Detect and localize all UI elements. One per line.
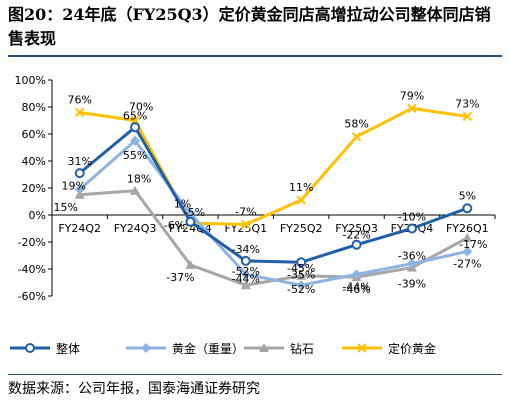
data-label: 73% — [455, 97, 479, 110]
marker-stroke — [296, 195, 306, 205]
y-tick-label: 80% — [22, 101, 46, 114]
marker-stroke — [351, 131, 362, 142]
x-tick-label: FY25Q3 — [335, 222, 378, 235]
data-label: -5% — [184, 206, 205, 219]
data-label: -10% — [398, 211, 426, 224]
data-point — [240, 280, 251, 290]
chart-title: 图20：24年底（FY25Q3）定价黄金同店高增拉动公司整体同店销售表现 — [8, 5, 491, 48]
series-line-3 — [79, 106, 468, 226]
series-line-1 — [78, 139, 468, 287]
y-tick-label: -20% — [18, 236, 46, 249]
data-label: -17% — [459, 238, 487, 251]
marker-stroke — [357, 343, 367, 353]
data-label: 55% — [123, 149, 147, 162]
data-label: -34% — [232, 243, 260, 256]
data-point — [185, 259, 196, 269]
data-label: -22% — [342, 229, 370, 242]
data-point — [185, 216, 196, 227]
data-point — [130, 185, 141, 195]
data-label: -45% — [287, 262, 315, 275]
data-point — [74, 107, 85, 118]
x-tick-label: FY25Q2 — [280, 222, 323, 235]
x-tick-label: FY24Q2 — [58, 222, 101, 235]
data-point — [406, 258, 417, 269]
data-label: -7% — [235, 205, 256, 218]
data-point — [296, 280, 307, 291]
legend-label: 黄金（重量） — [172, 341, 244, 356]
data-label: 15% — [53, 201, 77, 214]
data-label: -39% — [398, 278, 426, 291]
data-label: 5% — [459, 189, 476, 202]
footer-divider — [8, 374, 502, 375]
data-label: -6% — [164, 219, 185, 232]
y-tick-label: 0% — [29, 209, 46, 222]
data-label: 79% — [400, 89, 424, 102]
source-note: 数据来源：公司年报，国泰海通证券研究 — [8, 381, 260, 397]
data-label: 70% — [129, 101, 153, 114]
data-label: 65% — [123, 109, 147, 122]
data-label: 19% — [61, 179, 85, 192]
legend-marker — [357, 343, 367, 353]
legend-label: 钻石 — [290, 341, 314, 356]
data-point — [462, 246, 473, 257]
data-label: 18% — [127, 173, 151, 186]
data-point — [462, 232, 473, 242]
y-tick-label: 20% — [22, 182, 46, 195]
data-point — [296, 257, 307, 268]
data-label: -35% — [287, 268, 315, 281]
data-point — [296, 195, 306, 205]
legend-marker — [25, 343, 35, 353]
data-label: -37% — [166, 271, 194, 284]
data-point — [130, 122, 141, 133]
data-label: -46% — [342, 283, 370, 296]
y-tick-label: 40% — [22, 155, 46, 168]
legend-label: 整体 — [56, 341, 80, 356]
y-tick-label: 60% — [22, 128, 46, 141]
legend-marker — [141, 343, 151, 353]
data-label: 1% — [174, 198, 191, 211]
marker-stroke — [74, 107, 85, 118]
chart-data-labels: 31%65%-5%-34%-35%-22%-10%5%19%55%1%-44%-… — [53, 89, 487, 296]
data-point — [74, 168, 85, 179]
y-tick-label: 100% — [15, 74, 46, 87]
data-label: -36% — [398, 250, 426, 263]
data-point — [351, 269, 362, 280]
data-point — [296, 270, 307, 280]
x-tick-label: FY26Q1 — [446, 222, 489, 235]
data-point — [406, 223, 417, 234]
chart-legend: 整体 黄金（重量） 钻石 定价黄金 — [10, 341, 436, 356]
data-point — [351, 239, 362, 250]
data-label: -44% — [342, 280, 370, 293]
legend-label: 定价黄金 — [388, 341, 436, 356]
data-label: -27% — [453, 257, 481, 270]
data-point — [240, 269, 251, 280]
data-label: 76% — [67, 93, 91, 106]
legend-marker — [259, 343, 269, 352]
data-point — [240, 255, 251, 266]
data-point — [351, 131, 362, 142]
title-divider — [8, 55, 502, 57]
series-line-0 — [78, 125, 468, 264]
marker-stroke — [241, 219, 251, 230]
data-label: 31% — [67, 155, 91, 168]
data-label: -52% — [287, 283, 315, 296]
data-label: 58% — [344, 118, 368, 131]
marker-stroke — [407, 103, 417, 114]
data-point — [462, 111, 473, 122]
y-tick-label: -60% — [18, 290, 46, 303]
marker-stroke — [462, 111, 473, 122]
data-label: -52% — [232, 265, 260, 278]
chart-series — [74, 103, 473, 291]
data-label: -44% — [232, 272, 260, 285]
x-tick-label: FY24Q3 — [114, 222, 157, 235]
data-point — [130, 135, 141, 146]
y-tick-label: -40% — [18, 263, 46, 276]
data-point — [407, 103, 417, 114]
data-point — [241, 219, 251, 230]
data-point — [74, 184, 85, 195]
data-point — [462, 203, 473, 214]
data-label: 11% — [289, 181, 313, 194]
